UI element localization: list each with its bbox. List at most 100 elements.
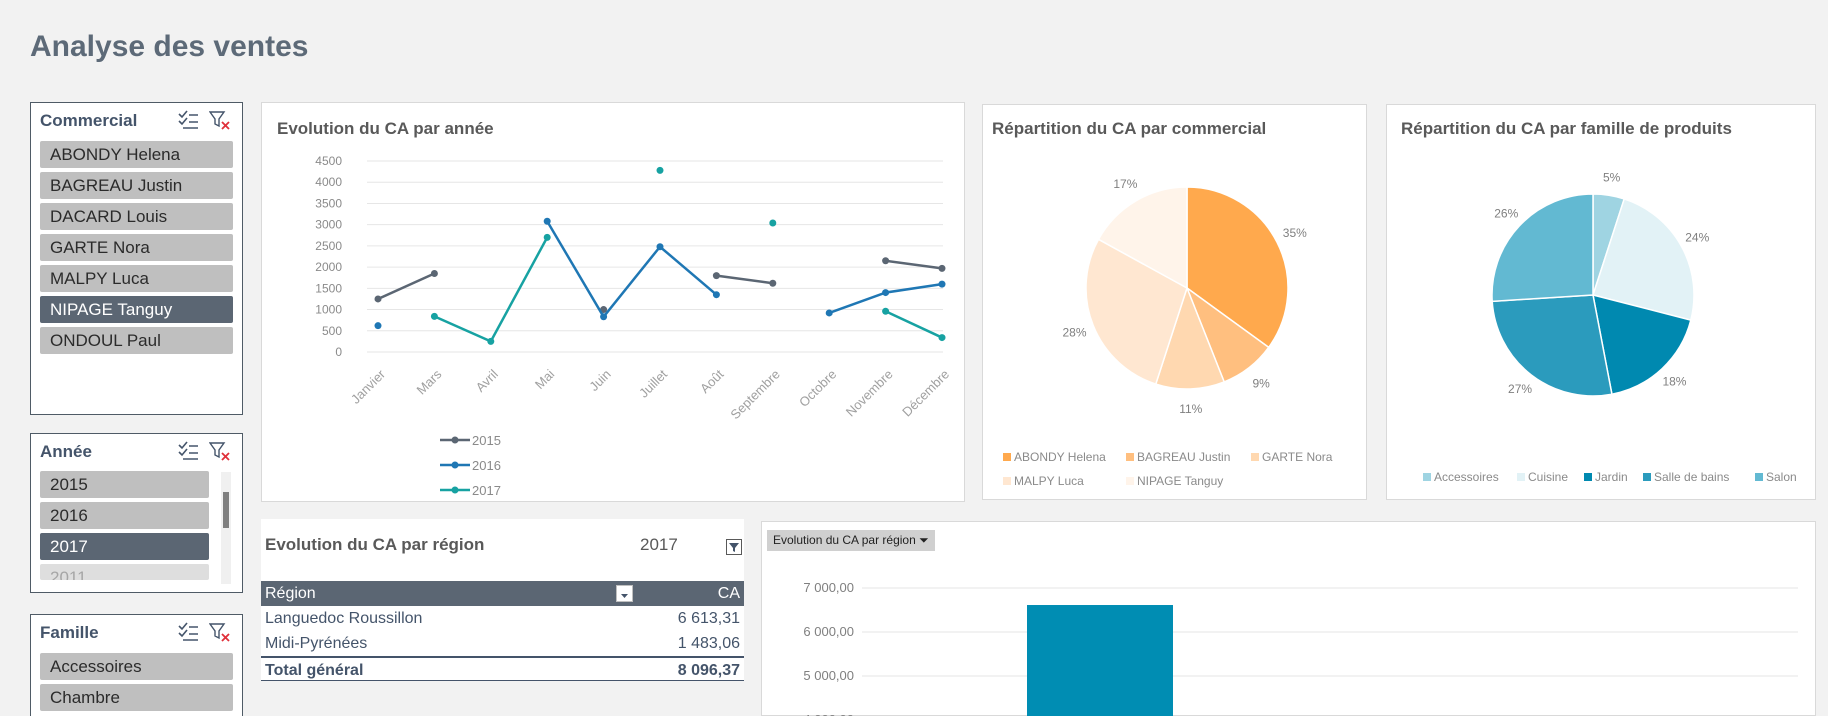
series-line-2017: [433, 236, 549, 343]
y-tick-label: 5 000,00: [803, 668, 854, 683]
data-point-2016: [543, 217, 551, 225]
data-point-2015: [882, 257, 890, 265]
pivot-row-ca: 1 483,06: [677, 635, 740, 652]
pivot-filter-icon[interactable]: [726, 539, 742, 555]
y-tick-label: 4500: [315, 154, 342, 168]
pie-slice: [1186, 186, 1289, 349]
clear-filter-icon[interactable]: [208, 622, 231, 642]
y-tick-label: 7 000,00: [803, 580, 854, 595]
legend-swatch: [1126, 477, 1134, 485]
bar: [1027, 605, 1173, 716]
pivot-filter-value: 2017: [640, 535, 678, 554]
legend-swatch: [1126, 453, 1134, 461]
pie-data-label: 18%: [1662, 375, 1686, 389]
line-chart-title: Evolution du CA par année: [277, 119, 494, 138]
slicer-item[interactable]: 2015: [40, 471, 209, 498]
slicer-item[interactable]: ONDOUL Paul: [40, 327, 233, 354]
pie-commercial-panel[interactable]: Répartition du CA par commercial 35% 9% 11…: [982, 104, 1367, 500]
legend-label: GARTE Nora: [1262, 450, 1333, 464]
data-point-2015: [712, 272, 720, 280]
slicer-item[interactable]: DACARD Louis: [40, 203, 233, 230]
data-point-2016: [656, 243, 664, 251]
y-tick-label: 4 000,00: [803, 712, 854, 716]
slicer-annee-title: Année: [40, 442, 92, 461]
slicer-item[interactable]: 2016: [40, 502, 209, 529]
slicer-item[interactable]: NIPAGE Tanguy: [40, 296, 233, 323]
pie-data-label: 11%: [1179, 402, 1202, 416]
data-point-2017: [938, 334, 946, 342]
pie-famille-chart: 5% 24% 18% 27% 26% Accessoires Cuisine Jardin Sa…: [1423, 170, 1797, 484]
pie-famille-panel[interactable]: Répartition du CA par famille de produit…: [1386, 104, 1816, 500]
legend-label: Cuisine: [1528, 470, 1568, 484]
y-tick-label: 1000: [315, 303, 342, 317]
data-point-2017: [769, 219, 777, 227]
y-tick-label: 4000: [315, 175, 342, 189]
pivot-chart-field-button[interactable]: Evolution du CA par région ⏷: [767, 530, 935, 551]
clear-filter-icon[interactable]: [208, 110, 231, 130]
data-point-2015: [769, 279, 777, 287]
slicer-item[interactable]: GARTE Nora: [40, 234, 233, 261]
pie-data-label: 28%: [1062, 326, 1086, 340]
x-tick-label: Avril: [473, 366, 501, 394]
y-tick-label: 6 000,00: [803, 624, 854, 639]
pivot-total-ca: 8 096,37: [677, 662, 740, 679]
legend-label: Salle de bains: [1654, 470, 1729, 484]
line-chart: 0 500 1000 1500 2000 2500 3000 3500 4000 4500 Janv…: [315, 154, 952, 498]
legend-label: NIPAGE Tanguy: [1137, 474, 1223, 488]
pivot-row-ca: 6 613,31: [677, 610, 740, 627]
table-row[interactable]: Languedoc Roussillon 6 613,31: [261, 606, 744, 631]
y-tick-label: 2500: [315, 239, 342, 253]
region-dropdown-icon[interactable]: [616, 585, 633, 602]
series-line-2016: [546, 220, 718, 319]
y-tick-label: 3500: [315, 196, 342, 210]
table-row[interactable]: Midi-Pyrénées 1 483,06: [261, 631, 744, 656]
x-tick-label: Novembre: [843, 367, 896, 420]
data-point-2015: [938, 264, 946, 272]
series-line-2015: [716, 274, 773, 285]
data-point-2016: [712, 291, 720, 299]
data-point-2017: [487, 337, 495, 345]
slicer-item[interactable]: 2011: [40, 564, 209, 580]
page-title: Analyse des ventes: [30, 30, 309, 63]
clear-filter-icon[interactable]: [208, 441, 231, 461]
data-point-2017: [543, 233, 551, 241]
scrollbar-thumb[interactable]: [223, 492, 229, 528]
x-tick-label: Octobre: [796, 367, 839, 410]
slicer-annee-scrollbar[interactable]: [221, 472, 231, 584]
slicer-item[interactable]: BAGREAU Justin: [40, 172, 233, 199]
multi-select-icon[interactable]: [177, 622, 199, 642]
legend-marker-2015: [451, 436, 459, 444]
legend-label: BAGREAU Justin: [1137, 450, 1230, 464]
data-point-2016: [600, 313, 608, 321]
slicer-famille: Famille Accessoires Chambre: [30, 614, 243, 716]
legend-swatch: [1584, 473, 1592, 481]
pie-slice: [1097, 186, 1188, 290]
pivot-total-label: Total général: [265, 662, 364, 679]
y-tick-label: 3000: [315, 218, 342, 232]
pie-data-label: 24%: [1685, 231, 1709, 245]
pie-commercial-chart: 35% 9% 11% 28% 17% ABONDY Helena BAGREAU Justi…: [1003, 177, 1333, 488]
slicer-item[interactable]: MALPY Luca: [40, 265, 233, 292]
x-tick-label: Janvier: [348, 366, 389, 407]
y-tick-label: 1500: [315, 281, 342, 295]
bar-chart: 4 000,00 5 000,00 6 000,00 7 000,00: [803, 580, 1798, 716]
legend-swatch: [1755, 473, 1763, 481]
slicer-item[interactable]: Chambre: [40, 684, 233, 711]
pie-commercial-title: Répartition du CA par commercial: [992, 119, 1267, 138]
pie-slice: [1592, 293, 1692, 396]
line-chart-panel[interactable]: Evolution du CA par année 0 500 1000 1500 20…: [261, 102, 965, 502]
multi-select-icon[interactable]: [177, 110, 199, 130]
y-tick-label: 0: [335, 345, 342, 359]
x-tick-label: Septembre: [727, 367, 783, 423]
slicer-item[interactable]: Accessoires: [40, 653, 233, 680]
pie-slice: [1491, 294, 1613, 397]
data-point-2017: [430, 312, 438, 320]
pivot-title: Evolution du CA par région: [265, 535, 485, 554]
slicer-item[interactable]: 2017: [40, 533, 209, 560]
bar-chart-panel[interactable]: Evolution du CA par région ⏷ 4 000,00 5 0…: [761, 521, 1816, 716]
legend-label: 2015: [472, 433, 501, 448]
y-tick-label: 2000: [315, 260, 342, 274]
multi-select-icon[interactable]: [177, 441, 199, 461]
slicer-item[interactable]: ABONDY Helena: [40, 141, 233, 168]
legend-label: Salon: [1766, 470, 1797, 484]
